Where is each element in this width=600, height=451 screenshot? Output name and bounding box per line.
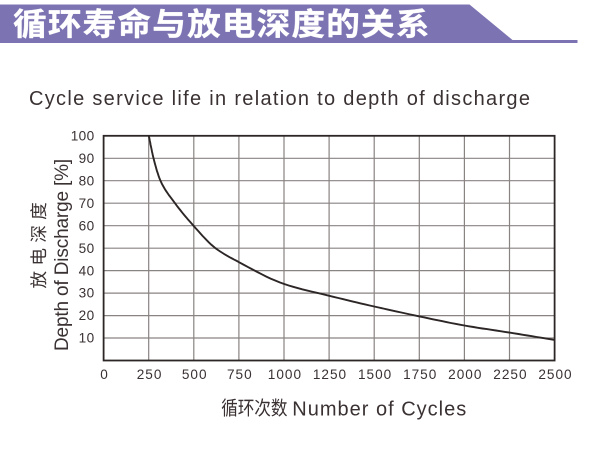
svg-text:250: 250 — [137, 367, 163, 382]
svg-text:Depth of Discharge [%]: Depth of Discharge [%] — [52, 159, 73, 351]
svg-text:80: 80 — [79, 173, 95, 188]
svg-text:1500: 1500 — [358, 367, 392, 382]
svg-text:50: 50 — [79, 241, 95, 256]
svg-text:60: 60 — [79, 218, 95, 233]
svg-text:500: 500 — [182, 367, 208, 382]
svg-text:20: 20 — [79, 308, 95, 323]
svg-text:10: 10 — [79, 331, 95, 346]
svg-text:100: 100 — [71, 129, 95, 144]
svg-text:Number of Cycles: Number of Cycles — [292, 398, 467, 420]
svg-text:750: 750 — [227, 367, 253, 382]
svg-text:2000: 2000 — [448, 367, 482, 382]
svg-text:90: 90 — [79, 151, 95, 166]
svg-text:1750: 1750 — [403, 367, 437, 382]
svg-text:1000: 1000 — [268, 367, 302, 382]
svg-text:2500: 2500 — [538, 367, 572, 382]
svg-text:Cycle service life in relation: Cycle service life in relation to depth … — [29, 88, 531, 110]
svg-text:30: 30 — [79, 286, 95, 301]
svg-text:70: 70 — [79, 196, 95, 211]
svg-text:40: 40 — [79, 263, 95, 278]
svg-text:2250: 2250 — [493, 367, 527, 382]
svg-text:1250: 1250 — [313, 367, 347, 382]
svg-text:0: 0 — [100, 367, 109, 382]
